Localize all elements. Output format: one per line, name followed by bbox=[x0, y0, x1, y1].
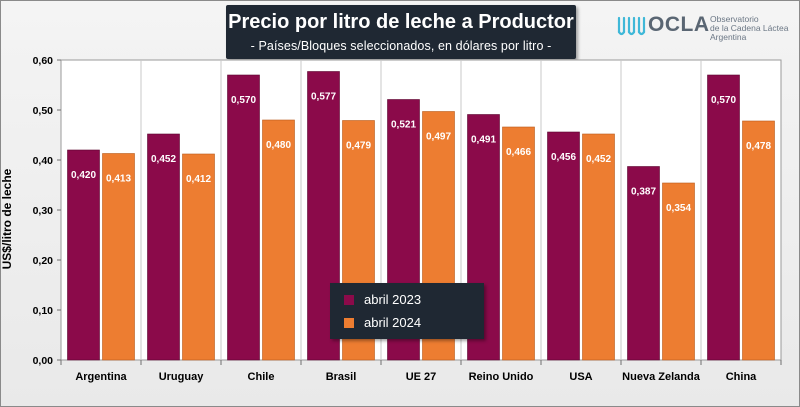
data-label: 0,412 bbox=[186, 174, 211, 185]
x-tick-label: Argentina bbox=[75, 371, 127, 383]
logo-line-1: Observatorio bbox=[710, 14, 759, 24]
bar bbox=[582, 133, 615, 361]
data-label: 0,570 bbox=[711, 95, 736, 106]
data-label: 0,480 bbox=[266, 140, 291, 151]
y-tick-label: 0,10 bbox=[33, 305, 54, 317]
logo-line-3: Argentina bbox=[710, 32, 747, 42]
bar bbox=[742, 120, 775, 361]
bar bbox=[547, 131, 580, 361]
data-label: 0,491 bbox=[471, 135, 496, 146]
bar bbox=[67, 149, 100, 361]
legend-label-2024: abril 2024 bbox=[364, 315, 422, 330]
data-label: 0,456 bbox=[551, 152, 576, 163]
chart-title: Precio por litro de leche a Productor bbox=[228, 11, 574, 33]
bar bbox=[707, 74, 740, 361]
y-tick-label: 0,00 bbox=[33, 355, 54, 367]
bar bbox=[227, 74, 260, 361]
x-tick-label: Chile bbox=[248, 371, 275, 383]
x-tick-label: Brasil bbox=[326, 371, 357, 383]
y-tick-label: 0,40 bbox=[33, 155, 54, 167]
y-tick-label: 0,60 bbox=[33, 55, 54, 67]
milk-waves-icon bbox=[617, 16, 646, 36]
data-label: 0,354 bbox=[666, 203, 691, 214]
x-tick-label: UE 27 bbox=[406, 371, 437, 383]
x-tick-label: Uruguay bbox=[159, 371, 205, 383]
logo-description: Observatorio de la Cadena Láctea Argenti… bbox=[710, 15, 788, 42]
chart-subtitle: - Países/Bloques seleccionados, en dólar… bbox=[250, 39, 552, 53]
data-label: 0,452 bbox=[586, 154, 611, 165]
legend: abril 2023 abril 2024 bbox=[330, 283, 484, 339]
data-label: 0,521 bbox=[391, 120, 416, 131]
data-label: 0,413 bbox=[106, 174, 131, 185]
legend-label-2023: abril 2023 bbox=[364, 292, 422, 307]
data-label: 0,497 bbox=[426, 132, 451, 143]
bar bbox=[102, 153, 135, 361]
bar bbox=[662, 182, 695, 361]
data-label: 0,570 bbox=[231, 95, 256, 106]
data-label: 0,387 bbox=[631, 187, 656, 198]
legend-swatch-2023 bbox=[344, 295, 354, 305]
x-tick-label: USA bbox=[569, 371, 592, 383]
title-box: Precio por litro de leche a Productor - … bbox=[226, 5, 576, 59]
x-tick-label: Reino Unido bbox=[469, 371, 534, 383]
legend-swatch-2024 bbox=[344, 318, 354, 328]
bar bbox=[182, 153, 215, 361]
bar bbox=[502, 126, 535, 361]
bar bbox=[262, 119, 295, 361]
y-tick-label: 0,20 bbox=[33, 255, 54, 267]
y-tick-label: 0,30 bbox=[33, 205, 54, 217]
data-label: 0,577 bbox=[311, 92, 336, 103]
ocla-logo: OCLA Observatorio de la Cadena Láctea Ar… bbox=[617, 12, 792, 52]
logo-name: OCLA bbox=[648, 13, 710, 36]
data-label: 0,466 bbox=[506, 147, 531, 158]
x-tick-label: Nueva Zelanda bbox=[622, 371, 701, 383]
data-label: 0,420 bbox=[71, 170, 96, 181]
data-label: 0,478 bbox=[746, 141, 771, 152]
logo-line-2: de la Cadena Láctea bbox=[710, 23, 789, 33]
bar bbox=[147, 133, 180, 361]
data-label: 0,479 bbox=[346, 141, 371, 152]
data-label: 0,452 bbox=[151, 154, 176, 165]
bar bbox=[627, 166, 660, 361]
y-tick-label: 0,50 bbox=[33, 105, 54, 117]
x-tick-label: China bbox=[726, 371, 757, 383]
